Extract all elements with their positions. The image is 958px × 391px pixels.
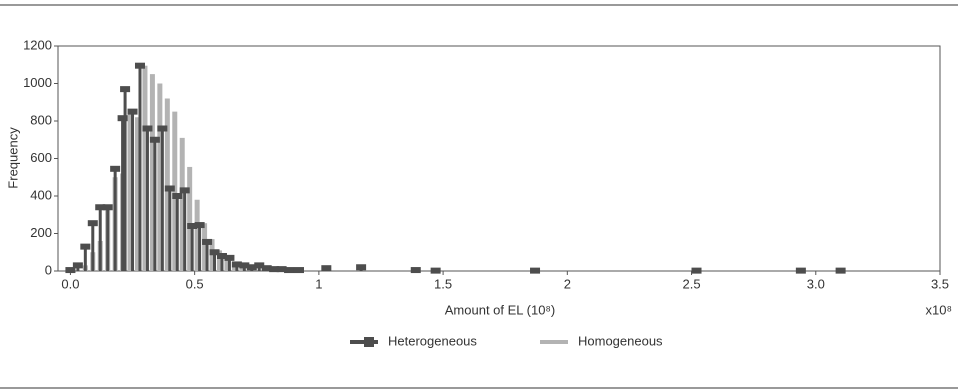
bar: [91, 223, 95, 271]
bar: [98, 207, 102, 271]
bar-cap: [65, 267, 76, 274]
bar-cap: [149, 136, 160, 143]
bar-cap: [239, 262, 250, 269]
bar-cap: [216, 253, 227, 259]
bar-cap: [321, 265, 332, 272]
bar: [202, 223, 208, 271]
bar: [142, 65, 148, 271]
bar: [190, 226, 194, 271]
bar: [160, 128, 164, 271]
bar-cap: [127, 108, 138, 115]
y-tick-label: 400: [30, 187, 52, 202]
bar: [205, 241, 209, 271]
bar: [194, 199, 200, 271]
bar-cap: [246, 264, 257, 271]
y-tick-label: 1200: [23, 37, 52, 52]
bar-cap: [224, 254, 235, 261]
bar-cap: [293, 267, 304, 274]
bar-cap: [142, 125, 153, 132]
bar-cap: [172, 193, 183, 199]
bar-cap: [95, 204, 106, 211]
x-tick-label: 3.5: [931, 276, 949, 291]
bar: [235, 264, 239, 271]
y-axis-label: Frequency: [5, 127, 20, 189]
bar: [183, 190, 187, 271]
bar: [149, 74, 155, 271]
bar: [239, 266, 245, 271]
bar-cap: [254, 262, 265, 269]
bar: [216, 250, 222, 271]
bar-cap: [72, 262, 83, 269]
y-tick-label: 200: [30, 225, 52, 240]
x-tick-label: 0.5: [186, 276, 204, 291]
bar-cap: [120, 86, 131, 93]
legend-label: Homogeneous: [578, 333, 663, 348]
bar: [138, 65, 142, 271]
bar-cap: [276, 266, 287, 273]
bar-cap: [194, 222, 205, 229]
bar: [83, 246, 87, 271]
bar: [145, 128, 149, 271]
x-tick-label: 2.5: [683, 276, 701, 291]
bar-cap: [430, 267, 441, 274]
legend-marker: [364, 337, 374, 347]
bar: [127, 113, 133, 271]
bar: [106, 207, 110, 271]
bar: [123, 89, 127, 271]
bar-cap: [164, 185, 175, 192]
x-tick-label: 1: [315, 276, 322, 291]
bar-cap: [691, 267, 702, 274]
bar-cap: [117, 115, 128, 122]
bar: [179, 137, 185, 271]
bar-cap: [134, 62, 145, 69]
x-axis-label: Amount of EL (10⁸): [445, 302, 556, 317]
bar-cap: [530, 267, 541, 274]
bar-cap: [80, 243, 91, 250]
bar: [121, 118, 125, 271]
bar-cap: [87, 220, 98, 227]
bar-cap: [102, 204, 113, 211]
bar: [187, 166, 193, 271]
bar-cap: [835, 267, 846, 274]
x-tick-label: 2: [564, 276, 571, 291]
bar-cap: [231, 261, 242, 268]
axis-multiplier: x10⁸: [926, 302, 952, 317]
bar: [131, 111, 135, 271]
y-tick-label: 1000: [23, 75, 52, 90]
bar: [153, 139, 157, 271]
bar-cap: [187, 223, 198, 229]
bar-cap: [795, 267, 806, 274]
bar-cap: [269, 266, 280, 273]
bar: [224, 256, 230, 271]
bar: [220, 256, 224, 271]
bar: [168, 188, 172, 271]
y-tick-label: 600: [30, 150, 52, 165]
bar-cap: [110, 165, 121, 172]
bar: [213, 252, 217, 271]
bar-cap: [209, 249, 220, 256]
bar: [113, 168, 117, 271]
x-tick-label: 3.0: [807, 276, 825, 291]
bar-cap: [284, 267, 295, 274]
x-tick-label: 1.5: [434, 276, 452, 291]
bar-cap: [410, 267, 421, 274]
y-tick-label: 0: [45, 262, 52, 277]
bar: [227, 257, 231, 271]
bar-cap: [179, 187, 190, 194]
bar-cap: [356, 264, 367, 271]
y-tick-label: 800: [30, 112, 52, 127]
bar-cap: [157, 125, 168, 132]
x-tick-label: 0.0: [61, 276, 79, 291]
bar: [175, 196, 179, 271]
bar: [198, 225, 202, 271]
bar: [164, 98, 170, 271]
bar: [135, 117, 141, 271]
bar-cap: [202, 238, 213, 245]
legend-label: Heterogeneous: [388, 333, 477, 348]
bar-cap: [261, 265, 272, 272]
bar: [157, 83, 163, 271]
